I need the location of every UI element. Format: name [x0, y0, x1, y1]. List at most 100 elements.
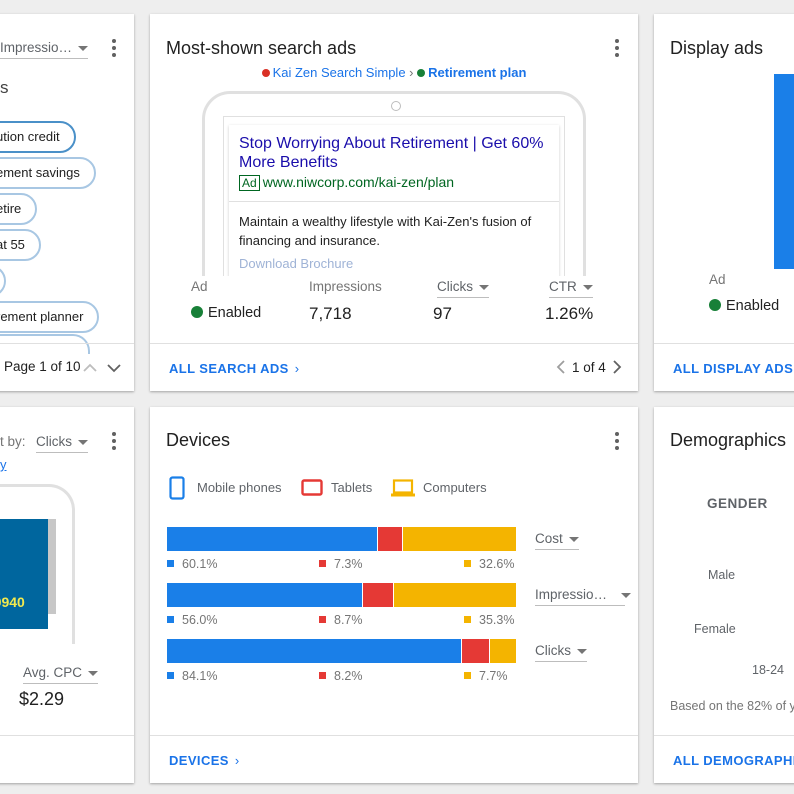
legend-square-icon [167, 672, 174, 679]
sort-by-dropdown[interactable]: Clicks [36, 434, 88, 453]
chevron-up-icon[interactable] [83, 362, 97, 374]
male-label: Male [708, 568, 736, 582]
search-ads-menu-icon[interactable] [615, 39, 619, 57]
clicks-metric-dropdown[interactable]: Clicks [437, 279, 489, 298]
display-ads-card: Display ads Ad Enabled ALL DISPLAY ADS› [654, 14, 794, 391]
keyword-chip[interactable] [0, 265, 6, 297]
keyword-chip[interactable]: etire [0, 193, 38, 225]
ad-headline[interactable]: Stop Worrying About Retirement | Get 60%… [239, 135, 544, 171]
chevron-down-icon[interactable] [107, 362, 121, 374]
ad-extension: Download Brochure [239, 256, 354, 271]
dropdown-arrow-icon [88, 670, 99, 676]
bar-segment-computers[interactable] [489, 639, 516, 663]
display-ad-label: Ad [709, 272, 726, 287]
legend-square-icon [319, 616, 326, 623]
legend-tablets: Tablets [331, 480, 373, 495]
devices-menu-icon[interactable] [615, 432, 619, 450]
legend-square-icon [319, 560, 326, 567]
legend-square-icon [319, 672, 326, 679]
demographics-note: Based on the 82% of y [670, 699, 794, 713]
keywords-sort-dropdown[interactable]: Impressio… [0, 40, 89, 59]
legend-square-icon [464, 616, 471, 623]
chevron-left-icon[interactable] [556, 360, 566, 374]
bar-segment-tablets[interactable] [460, 639, 490, 663]
impressions-label: Impressions [309, 279, 382, 294]
devices-chart: 60.1% 7.3% 32.6% Cost 56.0% 8.7% 35.3% Impressi… [150, 407, 638, 727]
avg-cpc-dropdown[interactable]: Avg. CPC [23, 665, 99, 684]
search-ads-title: Most-shown search ads [166, 38, 357, 58]
devices-title: Devices [166, 430, 231, 450]
keywords-pager: Page 1 of 10 [4, 359, 81, 374]
phone-scroll-edge [48, 519, 56, 614]
bar-segment-mobile-phones[interactable] [167, 639, 461, 663]
keywords-sort-value: Impressio… [0, 40, 73, 55]
breadcrumb-ad-group[interactable]: Retirement plan [428, 65, 527, 80]
breadcrumb-campaign[interactable]: Kai Zen Search Simple [272, 65, 406, 80]
all-search-ads-link[interactable]: ALL SEARCH ADS › [169, 361, 300, 376]
legend-computers: Computers [423, 480, 487, 495]
bar-segment-mobile-phones[interactable] [167, 583, 363, 607]
ad-divider [229, 201, 559, 202]
dropdown-arrow-icon [568, 536, 579, 542]
ad-badge: Ad [239, 175, 260, 191]
display-ad-preview [774, 74, 794, 269]
bar-percent-label: 56.0% [167, 613, 217, 627]
ctr-metric-dropdown[interactable]: CTR [549, 279, 593, 298]
dropdown-arrow-icon [78, 45, 89, 51]
bottom-left-card: t by: Clicks y -9940 Avg. CPC $2.29 [0, 407, 134, 783]
bar-percent-label: 84.1% [167, 669, 217, 683]
legend-mobile: Mobile phones [197, 480, 282, 495]
demographics-title: Demographics [670, 430, 787, 450]
ad-description: Maintain a wealthy lifestyle with Kai-Ze… [239, 214, 532, 248]
search-ads-pager: 1 of 4 [572, 360, 606, 375]
device-bar [167, 583, 516, 607]
link-fragment[interactable]: y [0, 457, 7, 472]
legend-square-icon [464, 672, 471, 679]
bar-percent-label: 8.2% [319, 669, 363, 683]
dropdown-arrow-icon [577, 648, 587, 654]
ad-url-row: Ad www.niwcorp.com/kai-zen/plan [239, 174, 455, 191]
keyword-chip[interactable]: at 55 [0, 229, 41, 261]
bar-percent-label: 7.7% [464, 669, 508, 683]
devices-link[interactable]: DEVICES › [169, 753, 240, 768]
bar-segment-tablets[interactable] [376, 527, 403, 551]
bar-segment-tablets[interactable] [362, 583, 393, 607]
metric-dropdown[interactable]: Impressio… [535, 587, 632, 606]
impressions-value: 7,718 [309, 304, 352, 323]
bar-percent-label: 7.3% [319, 557, 363, 571]
bar-segment-computers[interactable] [392, 583, 516, 607]
search-ads-footer: ALL SEARCH ADS › 1 of 4 [150, 343, 638, 391]
keywords-menu-icon[interactable] [112, 39, 116, 57]
metric-dropdown-label: Impressio… [535, 587, 608, 602]
bar-percent-label: 60.1% [167, 557, 217, 571]
bottom-left-menu-icon[interactable] [112, 432, 116, 450]
chevron-right-icon[interactable] [612, 360, 622, 374]
ad-url: www.niwcorp.com/kai-zen/plan [262, 174, 455, 190]
all-display-ads-link[interactable]: ALL DISPLAY ADS› [673, 361, 794, 376]
keyword-chip[interactable]: ution credit [0, 121, 76, 153]
keyword-chip[interactable]: rement planner [0, 301, 100, 333]
metric-dropdown[interactable]: Cost [535, 531, 579, 550]
enabled-status-icon [417, 69, 426, 77]
devices-footer: DEVICES › [150, 735, 638, 783]
metric-dropdown[interactable]: Clicks [535, 643, 587, 662]
keywords-card: Impressio… s ution credit ement savings … [0, 14, 134, 391]
legend-square-icon [464, 560, 471, 567]
bar-segment-computers[interactable] [402, 527, 516, 551]
phone-screen: Stop Worrying About Retirement | Get 60%… [223, 116, 565, 296]
keyword-chip[interactable]: ement savings [0, 157, 96, 189]
display-ad-status: Enabled [709, 298, 779, 314]
keywords-heading: s [0, 78, 9, 97]
all-demographics-link[interactable]: ALL DEMOGRAPHICS [673, 753, 794, 768]
demographics-card: Demographics GENDER Male Female 18-24 Ba… [654, 407, 794, 783]
display-ads-footer: ALL DISPLAY ADS› [654, 343, 794, 391]
breadcrumb-separator: › [409, 65, 414, 80]
bar-percent-label: 32.6% [464, 557, 514, 571]
mobile-phone-icon [169, 476, 185, 500]
bar-segment-mobile-phones[interactable] [167, 527, 377, 551]
dropdown-arrow-icon [78, 439, 88, 445]
devices-card: Devices Mobile phones Tablets Computers … [150, 407, 638, 783]
device-bar [167, 527, 516, 551]
dropdown-arrow-icon [621, 592, 632, 598]
metric-dropdown-label: Cost [535, 531, 563, 546]
